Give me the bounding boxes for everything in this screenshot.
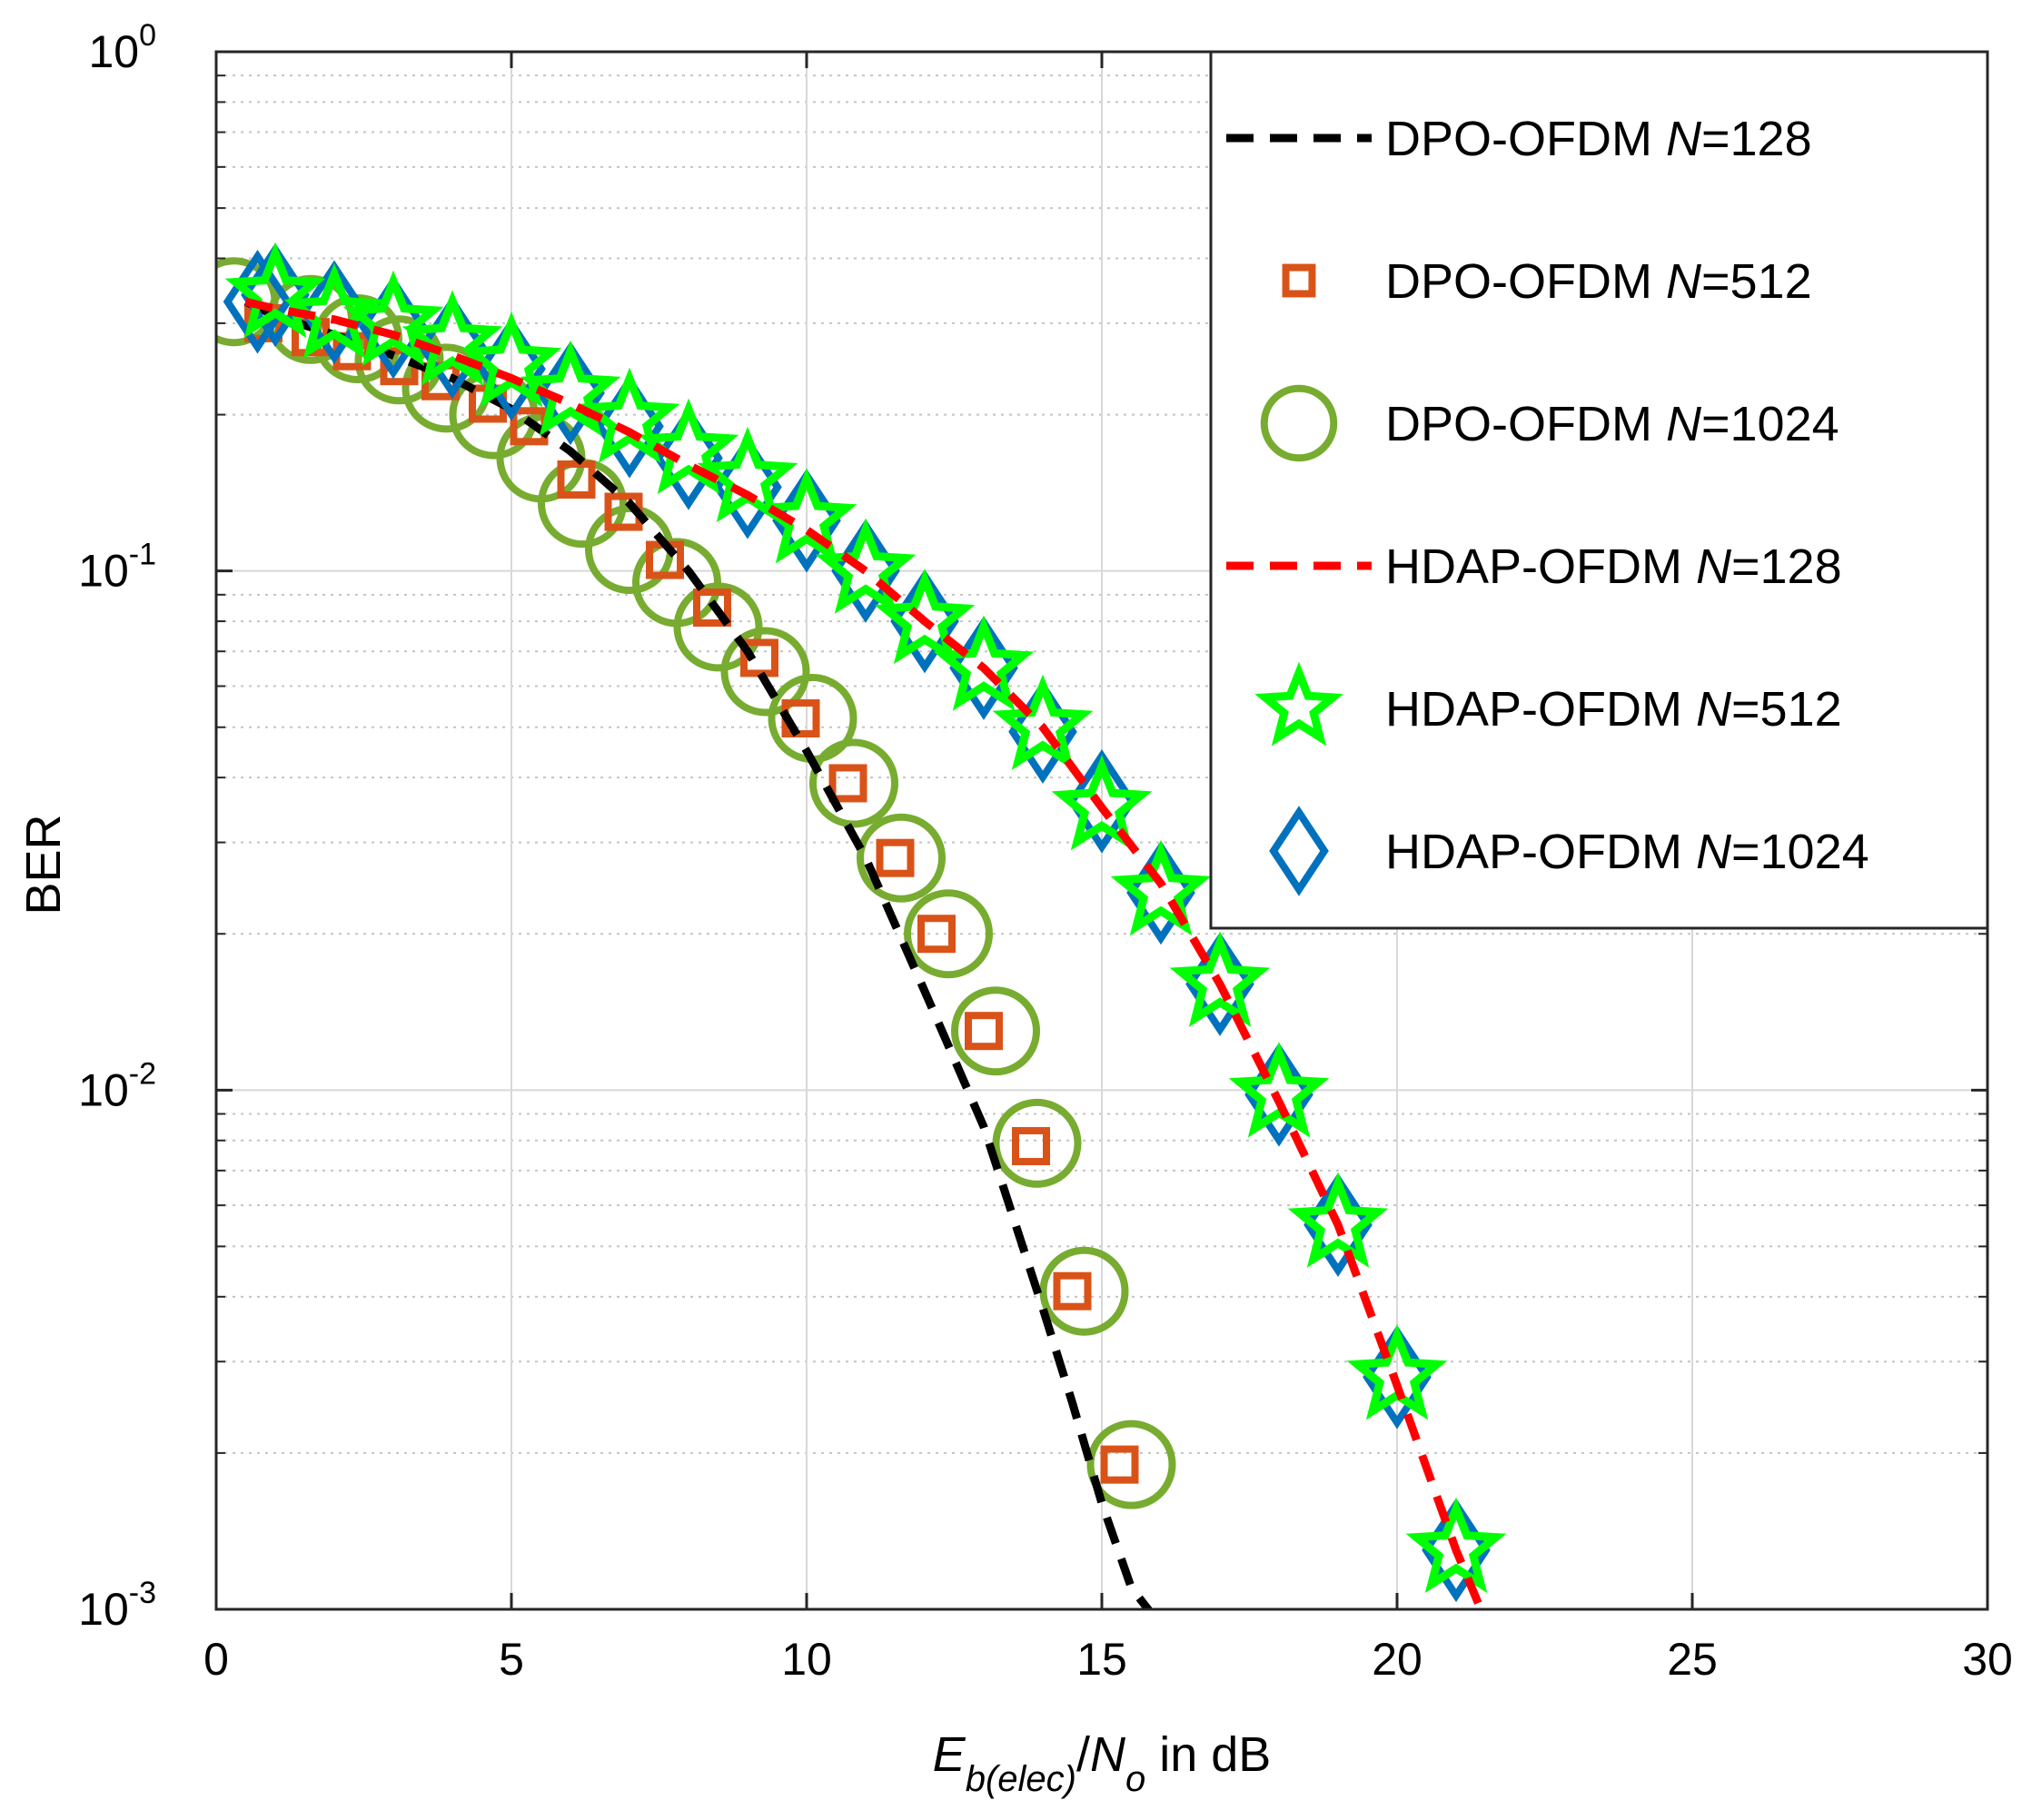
data-point bbox=[1067, 749, 1136, 854]
y-tick-label: 10-2 bbox=[78, 1056, 156, 1115]
data-point bbox=[992, 1098, 1082, 1188]
series-line bbox=[244, 297, 1486, 1609]
data-point bbox=[720, 627, 810, 717]
legend-label: DPO-OFDM N=1024 bbox=[1385, 397, 1839, 451]
legend-box bbox=[1209, 50, 1989, 930]
data-point bbox=[693, 589, 731, 628]
data-point bbox=[992, 674, 1094, 770]
y-tick-label: 10-1 bbox=[78, 538, 156, 597]
data-point bbox=[1110, 839, 1212, 936]
data-point bbox=[1051, 755, 1153, 851]
x-tick-label: 10 bbox=[781, 1634, 832, 1685]
data-point bbox=[965, 1012, 1003, 1051]
legend-swatch bbox=[1282, 263, 1316, 298]
data-point bbox=[1405, 1497, 1507, 1594]
data-point bbox=[917, 915, 956, 954]
data-point bbox=[904, 889, 993, 979]
data-point bbox=[713, 435, 782, 539]
series-line bbox=[243, 298, 1154, 1609]
x-tick-label: 0 bbox=[203, 1634, 229, 1685]
x-title-e: E bbox=[933, 1727, 966, 1782]
x-title-sub1: b(elec) bbox=[966, 1759, 1076, 1799]
data-point bbox=[520, 340, 621, 437]
legend-item: HDAP-OFDM N=1024 bbox=[1269, 806, 1869, 896]
x-title-sub2: o bbox=[1125, 1759, 1145, 1799]
data-point bbox=[1086, 1419, 1176, 1509]
legend: DPO-OFDM N=128 DPO-OFDM N=512 DPO-OFDM N=1… bbox=[1209, 50, 1989, 930]
x-tick-label: 5 bbox=[499, 1634, 524, 1685]
data-point bbox=[579, 367, 680, 464]
data-point bbox=[1039, 1246, 1129, 1336]
axis-ticks: 100 10-1 10-2 10-3 0 5 10 15 20 25 30 bbox=[78, 18, 2013, 1685]
y-tick-label: 100 bbox=[88, 18, 156, 77]
data-point bbox=[1228, 1042, 1330, 1138]
legend-item: HDAP-OFDM N=128 bbox=[1226, 539, 1842, 594]
legend-item: DPO-OFDM N=512 bbox=[1282, 254, 1812, 309]
series-4 bbox=[224, 242, 1507, 1594]
series-0 bbox=[243, 298, 1154, 1609]
legend-item: DPO-OFDM N=128 bbox=[1226, 112, 1812, 166]
data-point bbox=[951, 986, 1040, 1076]
legend-label: HDAP-OFDM N=1024 bbox=[1385, 825, 1869, 879]
x-tick-label: 25 bbox=[1667, 1634, 1718, 1685]
data-point bbox=[673, 582, 763, 672]
x-title-suffix: in dB bbox=[1145, 1727, 1271, 1782]
series-3 bbox=[244, 297, 1486, 1609]
legend-label: DPO-OFDM N=128 bbox=[1385, 112, 1812, 166]
data-point bbox=[224, 242, 326, 339]
x-tick-label: 20 bbox=[1372, 1634, 1422, 1685]
y-tick-label: 10-3 bbox=[78, 1576, 156, 1635]
data-point bbox=[857, 813, 946, 903]
x-tick-label: 15 bbox=[1076, 1634, 1127, 1685]
data-point bbox=[876, 838, 915, 877]
x-axis-title: Eb(elec)/No in dB bbox=[933, 1727, 1272, 1799]
series-layer bbox=[216, 242, 1507, 1609]
data-point bbox=[874, 568, 976, 665]
data-point bbox=[342, 270, 444, 367]
legend-swatch bbox=[1254, 661, 1343, 747]
data-point bbox=[354, 315, 444, 405]
legend-item: HDAP-OFDM N=512 bbox=[1254, 661, 1842, 747]
data-point bbox=[283, 262, 385, 359]
data-point bbox=[1169, 931, 1271, 1027]
legend-item: DPO-OFDM N=1024 bbox=[1260, 384, 1839, 462]
data-point bbox=[1053, 1271, 1092, 1311]
x-title-slash: / bbox=[1076, 1727, 1090, 1782]
data-point bbox=[828, 764, 867, 803]
x-title-n: N bbox=[1090, 1727, 1126, 1782]
data-point bbox=[1287, 1172, 1389, 1268]
y-axis-title: BER bbox=[16, 814, 71, 915]
legend-label: HDAP-OFDM N=512 bbox=[1385, 682, 1842, 737]
data-point bbox=[300, 260, 369, 365]
data-point bbox=[756, 468, 857, 564]
data-point bbox=[740, 638, 778, 678]
legend-swatch bbox=[1269, 806, 1329, 896]
data-point bbox=[401, 290, 503, 386]
data-point bbox=[1012, 1127, 1050, 1166]
data-point bbox=[933, 615, 1035, 711]
data-point bbox=[1100, 1445, 1139, 1484]
data-point bbox=[595, 374, 664, 479]
data-point bbox=[654, 406, 723, 510]
data-point bbox=[815, 518, 917, 614]
data-point bbox=[809, 738, 898, 828]
legend-swatch bbox=[1260, 384, 1338, 462]
data-point bbox=[638, 398, 739, 495]
data-point bbox=[557, 460, 596, 500]
legend-label: DPO-OFDM N=512 bbox=[1385, 254, 1812, 309]
x-tick-label: 30 bbox=[1962, 1634, 2013, 1685]
legend-label: HDAP-OFDM N=128 bbox=[1385, 539, 1842, 594]
